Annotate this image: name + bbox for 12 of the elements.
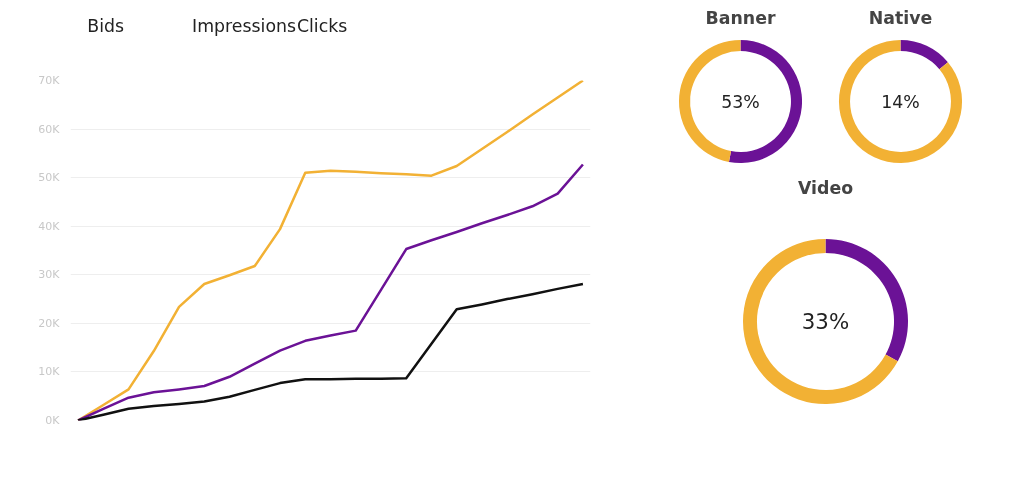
text: 14% (881, 91, 920, 112)
text: Clicks (296, 15, 348, 36)
line-series (76, 80, 585, 421)
chart-title: Banner (705, 7, 776, 28)
line-series (76, 163, 585, 421)
line-series (76, 282, 585, 421)
chart-title: Native (868, 7, 933, 28)
text: 53% (721, 91, 760, 112)
chart-title: Video (797, 177, 854, 198)
text: Bids (87, 15, 125, 36)
text: 33% (801, 309, 850, 334)
text: Impressions (192, 15, 296, 36)
